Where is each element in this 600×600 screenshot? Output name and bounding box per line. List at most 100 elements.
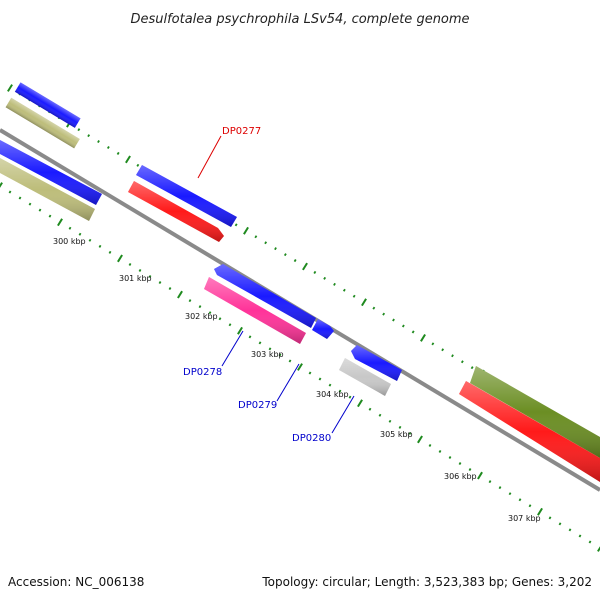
minor-tick (578, 534, 582, 538)
minor-tick (208, 311, 212, 315)
minor-tick (398, 425, 402, 429)
major-tick (597, 546, 600, 552)
minor-tick (508, 492, 512, 496)
minor-tick (228, 323, 232, 327)
minor-tick (328, 383, 332, 387)
major-tick (7, 84, 13, 92)
minor-tick (28, 202, 32, 206)
minor-tick (528, 504, 532, 508)
major-tick (417, 435, 423, 444)
inner-tick-ring (0, 182, 600, 552)
minor-tick (254, 235, 258, 239)
minor-tick (264, 241, 268, 245)
position-label: 304 kbp (316, 390, 349, 399)
position-label: 302 kbp (185, 312, 218, 321)
dp0278-feature[interactable] (204, 277, 306, 344)
minor-tick (18, 196, 22, 200)
gene-label-dp0280[interactable]: DP0280 (292, 433, 331, 444)
minor-tick (470, 366, 474, 370)
major-tick (0, 182, 3, 188)
minor-tick (348, 395, 352, 399)
minor-tick (116, 151, 120, 155)
gene-label-dp0277[interactable]: DP0277 (222, 126, 261, 137)
minor-tick (234, 223, 238, 227)
minor-tick (401, 324, 405, 328)
minor-tick (68, 226, 72, 230)
minor-tick (268, 347, 272, 351)
minor-tick (448, 456, 452, 459)
dp0279-feature[interactable] (214, 264, 316, 328)
minor-tick (148, 275, 152, 278)
minor-tick (378, 413, 382, 417)
minor-tick (293, 259, 297, 263)
dp0280-callout-line (331, 395, 355, 434)
dp0280-feature[interactable] (339, 358, 391, 396)
minor-tick (498, 486, 502, 490)
minor-tick (382, 312, 386, 316)
accession-text: Accession: NC_006138 (8, 575, 144, 589)
dp0277-callout-line (197, 135, 222, 179)
minor-tick (188, 299, 192, 303)
olive-feature[interactable] (5, 97, 80, 149)
major-tick (297, 363, 303, 371)
major-tick (477, 471, 483, 480)
dp0277-reverse-cds[interactable] (128, 181, 224, 242)
dp0278-callout-line (221, 330, 244, 367)
minor-tick (158, 281, 162, 285)
minor-tick (274, 247, 277, 251)
minor-tick (441, 348, 445, 352)
major-tick (357, 399, 363, 408)
minor-tick (558, 522, 562, 526)
minor-tick (411, 330, 415, 334)
minor-tick (87, 134, 91, 138)
minor-tick (106, 146, 110, 149)
minor-tick (323, 276, 327, 280)
minor-tick (78, 232, 82, 236)
major-tick (177, 290, 183, 299)
minor-tick (168, 287, 172, 291)
small-forward-cds[interactable] (312, 319, 334, 339)
left-olive-feature[interactable] (0, 158, 95, 221)
minor-tick (352, 294, 356, 298)
minor-tick (392, 318, 395, 322)
minor-tick (77, 128, 81, 132)
minor-tick (248, 335, 252, 339)
position-label: 303 kbp (251, 350, 284, 359)
map-title: Desulfotalea psychrophila LSv54, complet… (130, 12, 469, 27)
position-label: 305 kbp (380, 430, 413, 439)
major-tick (361, 298, 367, 307)
right-reverse-cds[interactable] (459, 381, 600, 482)
major-tick (237, 326, 243, 335)
position-label: 307 kbp (508, 514, 541, 523)
forward-cds-feature[interactable] (14, 82, 81, 128)
position-label: 306 kbp (444, 472, 477, 481)
minor-tick (468, 468, 472, 472)
minor-tick (451, 354, 454, 358)
right-olive-feature[interactable] (470, 366, 600, 458)
dp0280-forward-cds[interactable] (351, 345, 402, 381)
gene-label-dp0278[interactable]: DP0278 (183, 367, 222, 378)
minor-tick (258, 341, 262, 345)
minor-tick (318, 377, 322, 381)
major-tick (537, 507, 543, 516)
minor-tick (218, 317, 222, 321)
gene-label-dp0279[interactable]: DP0279 (238, 400, 277, 411)
minor-tick (88, 238, 92, 242)
minor-tick (283, 253, 287, 257)
minor-tick (97, 140, 100, 144)
minor-tick (198, 305, 202, 309)
minor-tick (288, 359, 292, 363)
genome-stats-text: Topology: circular; Length: 3,523,383 bp… (261, 575, 592, 589)
minor-tick (138, 268, 142, 272)
minor-tick (333, 282, 336, 286)
minor-tick (372, 306, 376, 310)
left-forward-cds[interactable] (0, 140, 102, 205)
minor-tick (48, 214, 52, 218)
minor-tick (342, 288, 346, 292)
major-tick (302, 262, 308, 271)
dp0277-forward-cds[interactable] (136, 165, 237, 227)
minor-tick (308, 371, 312, 375)
minor-tick (128, 262, 132, 266)
position-label: 301 kbp (119, 274, 152, 283)
